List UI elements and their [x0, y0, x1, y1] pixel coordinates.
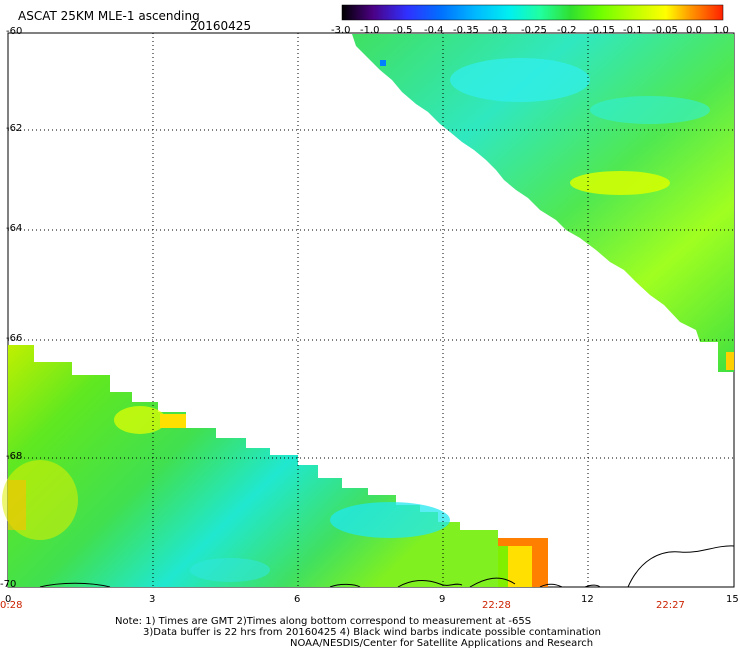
x-tick-label: 6	[294, 594, 301, 605]
x-tick-label: 15	[726, 594, 739, 605]
data-swath-bottom	[2, 345, 548, 587]
coastline	[39, 545, 735, 588]
grid-lines	[8, 33, 734, 587]
x-tick-label: 12	[581, 594, 594, 605]
colorbar-label-10: -0.05	[652, 25, 678, 36]
colorbar-label-4: -0.35	[453, 25, 479, 36]
y-tick-label: -66	[6, 333, 23, 344]
footnote-line-1: Note: 1) Times are GMT 2)Times along bot…	[115, 616, 532, 627]
data-swath-top	[352, 34, 734, 372]
footnote-line-2: 3)Data buffer is 22 hrs from 20160425 4)…	[143, 627, 601, 638]
colorbar-label-2: -0.5	[393, 25, 413, 36]
y-tick-label: -60	[6, 26, 23, 37]
x-tick-label: 3	[149, 594, 156, 605]
footnote-credit: NOAA/NESDIS/Center for Satellite Applica…	[290, 638, 594, 649]
y-tick-label: -68	[6, 451, 23, 462]
x-tick-label: 0	[5, 594, 12, 605]
y-tick-label: -62	[6, 123, 23, 134]
y-tick-label: -64	[6, 223, 23, 234]
x-tick-label: 9	[439, 594, 446, 605]
time-label: 0:28	[0, 600, 23, 611]
colorbar	[341, 4, 724, 21]
colorbar-label-0: -3.0	[331, 25, 351, 36]
map-title: ASCAT 25KM MLE-1 ascending	[18, 9, 200, 23]
colorbar-label-3: -0.4	[424, 25, 444, 36]
colorbar-label-7: -0.2	[557, 25, 577, 36]
colorbar-label-8: -0.15	[589, 25, 615, 36]
colorbar-label-9: -0.1	[623, 25, 643, 36]
colorbar-label-5: -0.3	[488, 25, 508, 36]
colorbar-label-11: 0.0	[686, 25, 702, 36]
colorbar-label-12: 1.0	[713, 25, 729, 36]
map-date: 20160425	[190, 19, 252, 33]
colorbar-label-6: -0.25	[521, 25, 547, 36]
time-label: 22:28	[482, 600, 511, 611]
colorbar-label-1: -1.0	[360, 25, 380, 36]
y-tick-label: -70	[0, 579, 17, 590]
time-label: 22:27	[656, 600, 685, 611]
